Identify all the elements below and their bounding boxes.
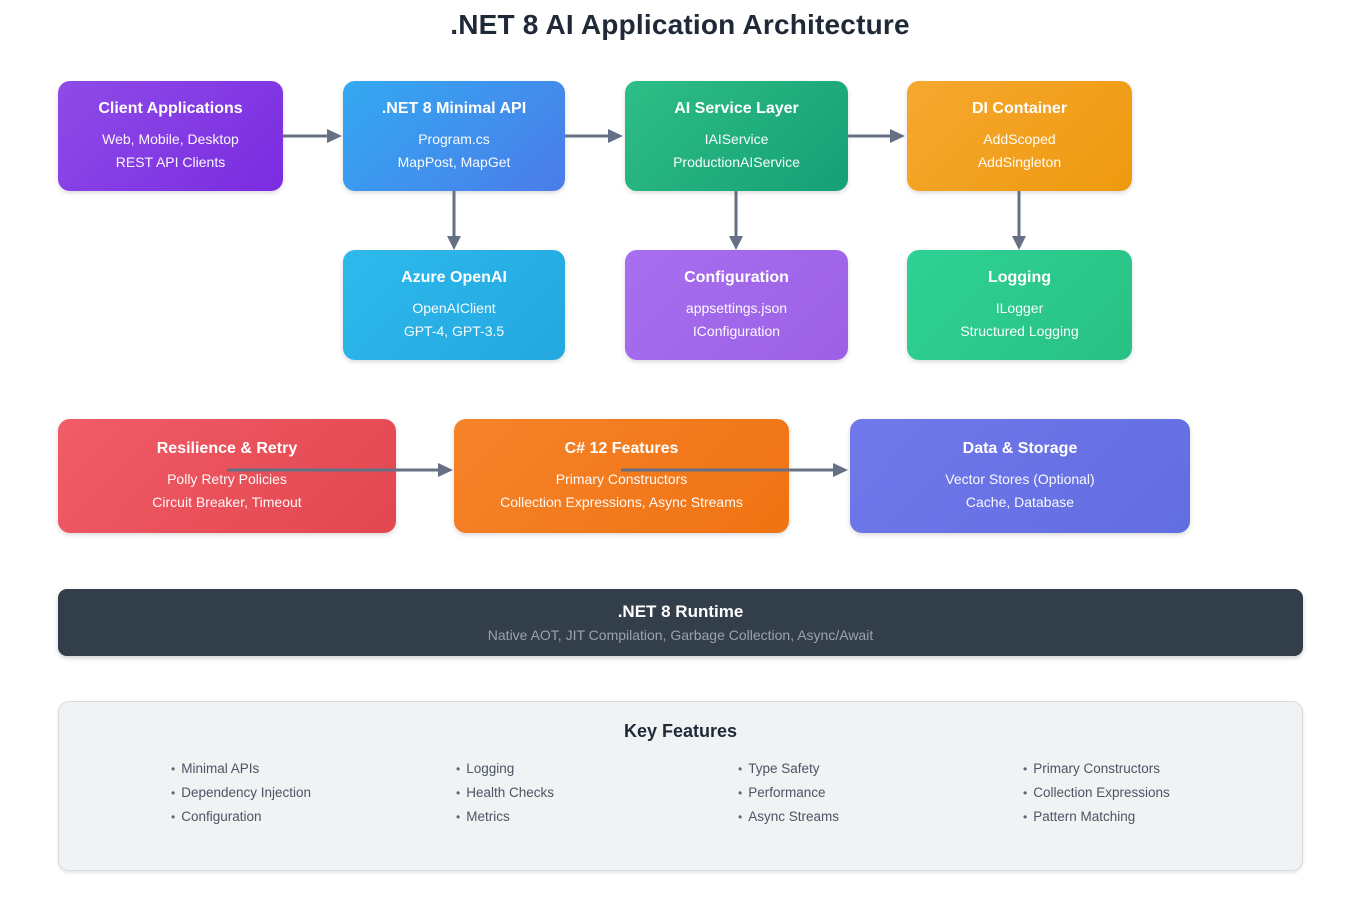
bullet: • [456,786,461,800]
feature-item: • Metrics [456,805,554,829]
feature-item: • Logging [456,757,554,781]
node-detail: AddScoped [983,130,1056,147]
node-di-container: DI Container AddScoped AddSingleton [907,81,1132,191]
key-features-column-2: • Logging • Health Checks • Metrics [456,757,554,829]
node-detail: IAIService [704,130,769,147]
feature-item: • Minimal APIs [171,757,311,781]
node-detail: OpenAIClient [412,299,496,316]
feature-label: Performance [748,785,826,800]
arrow-ai-service-to-configuration [729,191,743,250]
arrow-di-container-to-logging [1012,191,1026,250]
node-title: Azure OpenAI [401,268,507,286]
bullet: • [171,810,176,824]
node-detail: GPT-4, GPT-3.5 [403,322,505,339]
node-detail: REST API Clients [115,153,226,170]
node-title: DI Container [971,99,1068,117]
node-detail: Primary Constructors [555,470,688,487]
node-csharp12-features: C# 12 Features Primary Constructors Coll… [454,419,789,533]
node-title: Logging [987,268,1052,286]
bullet: • [456,810,461,824]
feature-label: Async Streams [748,809,839,824]
feature-item: • Configuration [171,805,311,829]
node-detail: Vector Stores (Optional) [945,470,1095,487]
bullet: • [171,786,176,800]
node-detail: Polly Retry Policies [167,470,287,487]
arrow-ai-service-to-di-container [848,129,905,143]
feature-item: • Performance [738,781,839,805]
node-title: AI Service Layer [674,99,799,117]
node-detail: MapPost, MapGet [397,153,511,170]
key-features-column-3: • Type Safety • Performance • Async Streams [738,757,839,829]
bullet: • [738,810,743,824]
node-detail: ILogger [995,299,1044,316]
feature-item: • Type Safety [738,757,839,781]
node-detail: appsettings.json [685,299,788,316]
node-detail: Program.cs [418,130,490,147]
feature-item: • Collection Expressions [1023,781,1170,805]
feature-label: Type Safety [748,761,820,776]
node-detail: ProductionAIService [673,153,800,170]
key-features-title: Key Features [623,721,738,741]
node-detail: Structured Logging [960,322,1079,339]
arrow-minimal-api-to-ai-service [565,129,623,143]
bullet: • [1023,762,1028,776]
node-resilience-retry: Resilience & Retry Polly Retry Policies … [58,419,396,533]
node-data-storage: Data & Storage Vector Stores (Optional) … [850,419,1190,533]
key-features-column-4: • Primary Constructors • Collection Expres… [1023,757,1170,829]
node-detail: Collection Expressions, Async Streams [500,493,743,510]
feature-label: Minimal APIs [181,761,260,776]
bullet: • [738,762,743,776]
node-title: Data & Storage [962,439,1078,457]
feature-label: Primary Constructors [1033,761,1160,776]
node-detail: Circuit Breaker, Timeout [152,493,302,510]
node-detail: AddSingleton [977,153,1062,170]
bullet: • [1023,786,1028,800]
key-features-panel: Key Features • Minimal APIs • Dependency I… [58,701,1303,871]
feature-item: • Health Checks [456,781,554,805]
feature-label: Metrics [466,809,510,824]
key-features-column-1: • Minimal APIs • Dependency Injection • Con… [171,757,311,829]
feature-item: • Primary Constructors [1023,757,1170,781]
node-logging: Logging ILogger Structured Logging [907,250,1132,360]
node-title: Resilience & Retry [156,439,298,457]
feature-label: Dependency Injection [181,785,312,800]
runtime-title: .NET 8 Runtime [617,601,744,621]
node-ai-service-layer: AI Service Layer IAIService ProductionAI… [625,81,848,191]
node-title: Client Applications [98,99,243,117]
feature-item: • Dependency Injection [171,781,311,805]
node-detail: Cache, Database [965,493,1075,510]
node-title: .NET 8 Minimal API [381,99,527,117]
node-title: Configuration [684,268,789,286]
feature-label: Pattern Matching [1033,809,1136,824]
feature-label: Logging [466,761,515,776]
bullet: • [1023,810,1028,824]
node-configuration: Configuration appsettings.json IConfigur… [625,250,848,360]
bullet: • [456,762,461,776]
node-detail: IConfiguration [692,322,781,339]
node-detail: Web, Mobile, Desktop [102,130,239,147]
runtime-bar: .NET 8 Runtime Native AOT, JIT Compilati… [58,589,1303,656]
arrow-client-to-minimal-api [283,129,342,143]
feature-label: Collection Expressions [1033,785,1170,800]
node-client-applications: Client Applications Web, Mobile, Desktop… [58,81,283,191]
feature-label: Health Checks [466,785,554,800]
feature-item: • Async Streams [738,805,839,829]
bullet: • [738,786,743,800]
node-minimal-api: .NET 8 Minimal API Program.cs MapPost, M… [343,81,565,191]
arrow-minimal-api-to-azure-openai [447,191,461,250]
node-title: C# 12 Features [564,439,679,457]
runtime-subtitle: Native AOT, JIT Compilation, Garbage Col… [487,626,874,643]
diagram-title: .NET 8 AI Application Architecture [450,9,910,40]
bullet: • [171,762,176,776]
feature-label: Configuration [181,809,262,824]
node-azure-openai: Azure OpenAI OpenAIClient GPT-4, GPT-3.5 [343,250,565,360]
feature-item: • Pattern Matching [1023,805,1170,829]
